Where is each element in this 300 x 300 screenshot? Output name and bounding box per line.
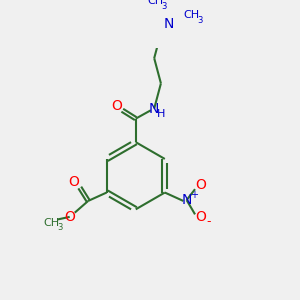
Text: O: O xyxy=(196,210,206,224)
Text: O: O xyxy=(111,99,122,113)
Text: N: N xyxy=(149,102,159,116)
Text: O: O xyxy=(196,178,206,192)
Text: N: N xyxy=(163,17,174,31)
Text: O: O xyxy=(68,175,79,189)
Text: 3: 3 xyxy=(162,2,167,10)
Text: +: + xyxy=(190,190,198,200)
Text: H: H xyxy=(157,109,165,118)
Text: 3: 3 xyxy=(58,223,63,232)
Text: -: - xyxy=(206,215,211,228)
Text: O: O xyxy=(64,210,75,224)
Text: CH: CH xyxy=(148,0,164,6)
Text: N: N xyxy=(182,193,192,207)
Text: CH: CH xyxy=(43,218,59,228)
Text: 3: 3 xyxy=(198,16,203,25)
Text: CH: CH xyxy=(183,11,199,20)
